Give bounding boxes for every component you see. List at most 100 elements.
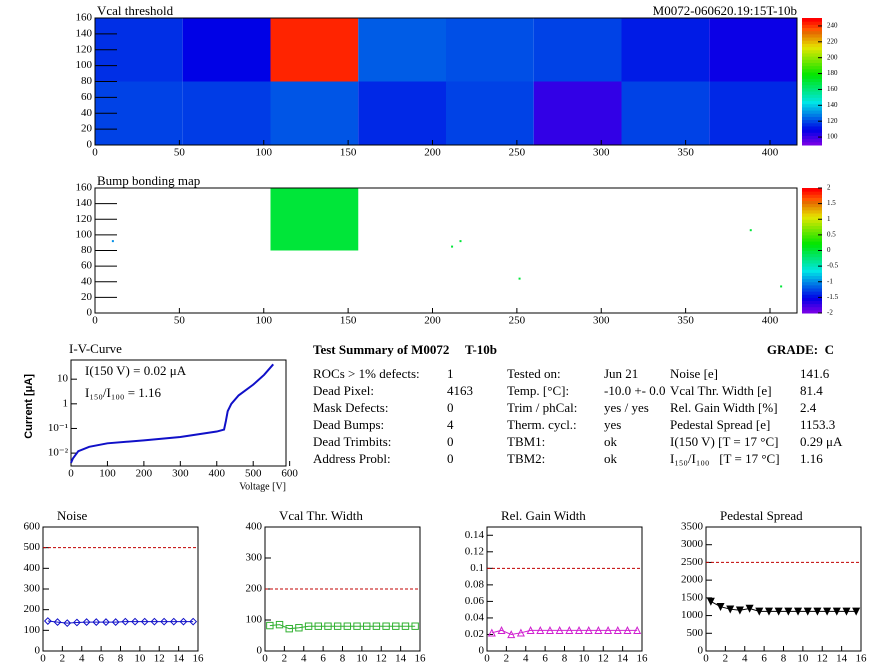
summary-label: I(150 V) [T = 17 °C] [670,434,778,449]
roc-block [270,81,359,145]
colorbar-step [802,238,822,242]
roc-block [533,81,622,145]
chart-title: Noise [57,508,88,523]
x-tick-label: 4 [301,653,307,665]
colorbar-step [802,27,822,32]
plot-frame [42,526,199,652]
colorbar-step [802,40,822,44]
pixel [749,229,752,232]
marker [343,622,352,630]
y-tick-label: 140 [76,27,93,39]
colorbar-label: 160 [827,85,838,93]
x-tick-label: 400 [762,147,779,159]
y-tick-label: 20 [81,291,93,303]
summary-value: ok [604,451,618,466]
x-tick-label: 0 [68,468,74,480]
summary-label: Address Probl: [313,451,391,466]
summary-value: 1.16 [800,451,823,466]
colorbar-step [802,138,822,143]
y-tick-label: 400 [246,521,263,533]
marker [324,622,332,630]
roc-block [358,18,446,82]
colorbar-label: 1 [827,215,831,223]
colorbar-step [802,297,822,301]
colorbar-label: 140 [827,101,838,109]
summary-label: ROCs > 1% defects: [313,366,420,381]
y-tick-label: 400 [24,562,41,574]
colorbar-step [802,213,822,217]
y-tick-label: 10⁻¹ [48,422,68,434]
x-tick-label: 6 [761,653,767,665]
chart-subtitle: M0072-060620.19:15T-10b [653,3,797,18]
y-tick-label: 0.1 [470,562,484,574]
x-tick-label: 200 [136,468,153,480]
x-tick-label: 400 [762,315,779,327]
y-tick-label: 0.12 [465,545,484,557]
colorbar-step [802,91,822,95]
marker [150,617,159,626]
colorbar-step [802,37,822,41]
x-tick-label: 8 [562,653,568,665]
marker [487,628,496,637]
y-tick-label: 0.14 [465,529,485,541]
chart-title: Bump bonding map [97,173,200,188]
colorbar-step [802,116,822,121]
x-tick-label: 6 [320,653,326,665]
y-tick-label: 0.02 [465,628,484,640]
y-tick-label: 1 [63,397,69,409]
marker [92,618,101,626]
y-tick-label: 300 [246,552,263,564]
roc-block [446,81,534,145]
x-tick-label: 16 [415,653,427,665]
x-tick-label: 150 [340,147,357,159]
marker [72,618,81,627]
x-tick-label: 16 [637,653,649,665]
summary-value: 1 [447,366,454,381]
colorbar-step [802,209,822,214]
colorbar-label: 180 [827,69,838,77]
marker [735,606,744,615]
x-tick-label: 150 [340,315,357,327]
marker [160,617,169,626]
x-tick-label: 10 [797,653,809,665]
colorbar-step [802,106,822,111]
x-tick-label: 6 [542,653,548,665]
colorbar-step [802,68,822,73]
y-tick-label: 80 [81,244,93,256]
colorbar-step [802,81,822,86]
summary-title: Test Summary of M0072 [313,342,449,357]
colorbar-label: 120 [827,117,838,125]
colorbar-step [802,203,822,208]
x-tick-label: 14 [173,653,185,665]
y-tick-label: 0 [87,139,93,151]
colorbar-step [802,129,822,133]
y-tick-label: 20 [81,123,93,135]
annotation: I(150 V) = 0.02 μA [85,363,187,378]
colorbar-step [802,113,822,117]
colorbar-step [802,250,822,255]
marker [716,603,725,612]
colorbar-step [802,303,822,308]
y-tick-label: 160 [76,12,93,24]
x-tick-label: 12 [154,653,165,665]
colorbar-step [802,219,822,223]
colorbar-step [802,188,822,192]
colorbar-step [802,84,822,89]
marker [594,626,603,635]
x-tick-label: 2 [60,653,66,665]
x-tick-label: 10 [356,653,368,665]
x-tick-label: 10 [578,653,590,665]
x-tick-label: 250 [509,315,526,327]
colorbar-step [802,275,822,280]
roc-block [182,18,271,82]
x-axis-label: Voltage [V] [239,481,286,492]
marker [169,617,178,626]
y-tick-label: 500 [687,627,704,639]
summary-label: Dead Trimbits: [313,434,391,449]
pixel [111,240,114,243]
colorbar-label: -1.5 [827,293,839,301]
colorbar-step [802,228,822,233]
colorbar-step [802,97,822,102]
x-tick-label: 12 [376,653,387,665]
